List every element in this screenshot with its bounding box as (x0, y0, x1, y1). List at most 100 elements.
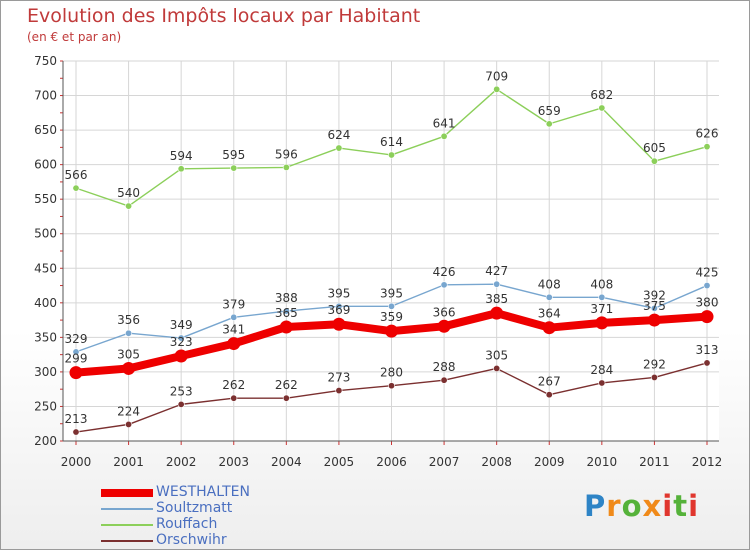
y-tick-label: 250 (34, 399, 57, 413)
data-label: 349 (170, 318, 193, 332)
y-tick-label: 350 (34, 330, 57, 344)
legend-item-orschwihr: Orschwihr (101, 532, 321, 549)
data-point (335, 302, 343, 310)
data-point (650, 304, 658, 312)
data-label: 280 (380, 366, 403, 380)
data-point (595, 316, 609, 330)
data-label: 380 (696, 296, 719, 310)
data-label: 682 (590, 88, 613, 102)
data-point (230, 394, 238, 402)
x-tick-label: 2007 (429, 455, 460, 469)
data-label: 253 (170, 384, 193, 398)
data-label: 427 (485, 264, 508, 278)
data-label: 426 (433, 265, 456, 279)
data-label: 408 (538, 277, 561, 291)
x-tick-label: 2004 (271, 455, 302, 469)
data-point (125, 329, 133, 337)
x-tick-label: 2012 (692, 455, 723, 469)
data-label: 595 (222, 148, 245, 162)
data-point (69, 366, 83, 380)
data-label: 292 (643, 357, 666, 371)
data-point (282, 307, 290, 315)
data-point (72, 348, 80, 356)
data-point (385, 324, 398, 338)
data-label: 371 (590, 302, 613, 316)
legend-swatch (101, 489, 153, 497)
data-label: 379 (222, 297, 245, 311)
y-tick-label: 500 (34, 227, 57, 241)
x-tick-label: 2002 (166, 455, 197, 469)
data-label: 408 (590, 277, 613, 291)
data-point (493, 280, 501, 288)
data-point (598, 379, 606, 387)
data-point (282, 163, 290, 171)
data-point (387, 151, 395, 159)
data-point (598, 293, 606, 301)
x-tick-label: 2009 (534, 455, 565, 469)
data-label: 305 (117, 347, 140, 361)
line-chart: 200 250 300 350 400 450 500 550 600 650 700 750 2000… (34, 54, 723, 469)
y-tick-label: 700 (34, 89, 57, 103)
data-label: 224 (117, 404, 140, 418)
data-label: 641 (433, 116, 456, 130)
data-label: 709 (485, 69, 508, 83)
data-point (647, 313, 661, 327)
y-tick-label: 750 (34, 54, 57, 68)
x-tick-label: 2010 (587, 455, 618, 469)
data-label: 262 (275, 378, 298, 392)
data-label: 356 (117, 313, 140, 327)
data-point (387, 382, 395, 390)
data-label: 299 (65, 352, 88, 366)
data-label: 341 (222, 323, 245, 337)
data-label: 395 (380, 286, 403, 300)
data-label: 213 (65, 412, 88, 426)
legend-label: Rouffach (156, 516, 218, 532)
data-point (174, 349, 188, 363)
data-label: 385 (485, 292, 508, 306)
y-tick-label: 550 (34, 192, 57, 206)
data-point (493, 364, 501, 372)
legend-item-rouffach: Rouffach (101, 516, 321, 533)
data-label: 425 (696, 266, 719, 280)
legend-swatch (101, 524, 153, 526)
data-point (335, 144, 343, 152)
data-point (282, 394, 290, 402)
data-label: 267 (538, 375, 561, 389)
data-point (125, 420, 133, 428)
legend-item-westhalten: WESTHALTEN (101, 484, 321, 501)
data-label: 288 (433, 360, 456, 374)
chart-legend: WESTHALTEN Soultzmatt Rouffach Orschwihr (101, 484, 321, 549)
data-label: 659 (538, 104, 561, 118)
data-label: 614 (380, 135, 403, 149)
data-point (545, 293, 553, 301)
chart-title: Evolution des Impôts locaux par Habitant (27, 5, 421, 27)
data-point (542, 321, 556, 335)
x-tick-label: 2008 (481, 455, 512, 469)
data-label: 369 (327, 303, 350, 317)
data-label: 624 (327, 128, 350, 142)
x-tick-label: 2011 (639, 455, 670, 469)
chart-subtitle: (en € et par an) (27, 30, 122, 44)
data-label: 273 (327, 371, 350, 385)
y-tick-label: 650 (34, 123, 57, 137)
x-tick-label: 2001 (113, 455, 144, 469)
legend-item-soultzmatt: Soultzmatt (101, 500, 321, 517)
data-label: 262 (222, 378, 245, 392)
data-label: 605 (643, 141, 666, 155)
data-point (703, 143, 711, 151)
data-point (72, 428, 80, 436)
data-label: 329 (65, 332, 88, 346)
data-label: 305 (485, 348, 508, 362)
data-point (545, 391, 553, 399)
data-label: 364 (538, 307, 561, 321)
y-tick-label: 400 (34, 296, 57, 310)
data-label: 375 (643, 299, 666, 313)
data-label: 540 (117, 186, 140, 200)
data-point (227, 337, 241, 351)
data-label: 626 (696, 127, 719, 141)
y-tick-label: 300 (34, 365, 57, 379)
data-point (700, 310, 714, 324)
data-label: 566 (65, 168, 88, 182)
data-point (387, 302, 395, 310)
data-point (650, 157, 658, 165)
